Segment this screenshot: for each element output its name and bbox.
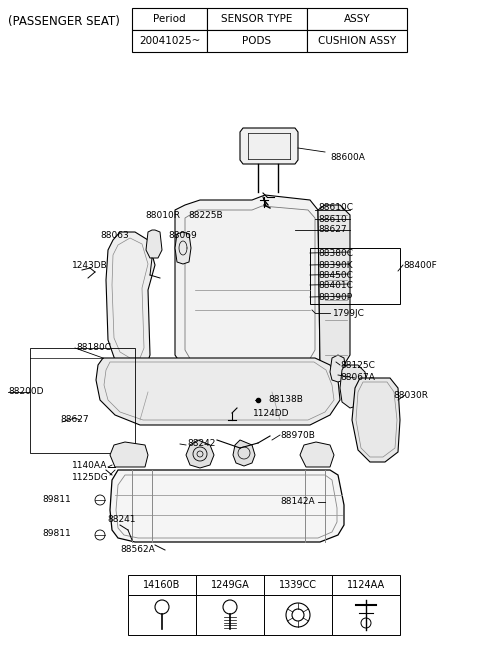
Text: 1124DD: 1124DD [253,409,289,417]
Text: 88400F: 88400F [403,260,437,270]
Text: 88970B: 88970B [280,430,315,440]
Bar [30,348,135,453]
Text: 1140AA: 1140AA [72,462,108,470]
Bar [264,595,332,635]
Text: ASSY: ASSY [344,14,370,24]
Text: 1125DG: 1125DG [72,474,109,483]
Text: 88142A: 88142A [280,497,314,506]
Polygon shape [330,355,346,382]
Polygon shape [240,128,298,164]
Text: 88138B: 88138B [268,396,303,405]
Text: 14160B: 14160B [144,580,180,590]
Text: 88450C: 88450C [318,270,353,279]
Text: 1243DB: 1243DB [72,260,108,270]
Text: 1799JC: 1799JC [333,308,365,318]
Text: 88627: 88627 [318,226,347,234]
Bar [264,575,332,595]
Polygon shape [233,440,255,466]
Bar [196,595,264,635]
Text: 89811: 89811 [42,495,71,504]
Bar [332,595,400,635]
Text: 88069: 88069 [168,232,197,241]
Text: 88380C: 88380C [318,249,353,258]
Text: 88600A: 88600A [330,154,365,163]
Bar [132,8,207,30]
Text: (PASSENGER SEAT): (PASSENGER SEAT) [8,15,120,28]
Text: Period: Period [153,14,186,24]
Text: 89811: 89811 [42,529,71,539]
Text: 88225B: 88225B [188,211,223,220]
Text: 88242: 88242 [187,440,216,449]
Text: 1124AA: 1124AA [347,580,385,590]
Bar [132,30,207,52]
Text: 88125C: 88125C [340,361,375,369]
Bar [128,575,196,595]
Polygon shape [340,365,368,408]
Text: 88401C: 88401C [318,281,353,289]
Polygon shape [175,232,191,264]
Text: 88390P: 88390P [318,293,352,302]
Text: 88067A: 88067A [340,373,375,382]
Bar [207,8,307,30]
Polygon shape [106,232,155,370]
Polygon shape [96,358,340,425]
Text: 88390K: 88390K [318,260,353,270]
Bar [207,30,307,52]
Text: PODS: PODS [242,36,272,46]
Text: 20041025~: 20041025~ [139,36,200,46]
Polygon shape [110,442,148,467]
Text: 88030R: 88030R [393,390,428,400]
Text: 88610: 88610 [318,215,347,224]
Polygon shape [318,205,350,370]
Text: 88063: 88063 [100,232,129,241]
Text: 88627: 88627 [60,415,89,424]
Text: 88010R: 88010R [145,211,180,220]
Text: CUSHION ASSY: CUSHION ASSY [318,36,396,46]
Text: 88200D: 88200D [8,388,44,396]
Polygon shape [146,230,162,258]
Text: 1339CC: 1339CC [279,580,317,590]
Polygon shape [300,442,334,467]
Bar [128,595,196,635]
Bar [196,575,264,595]
Text: 88241: 88241 [107,516,135,525]
Text: 88180C: 88180C [76,344,111,352]
Text: 88610C: 88610C [318,203,353,213]
Polygon shape [186,440,214,468]
Text: 1249GA: 1249GA [211,580,250,590]
Bar [307,30,407,52]
Text: SENSOR TYPE: SENSOR TYPE [221,14,293,24]
Bar [310,248,400,304]
Bar [307,8,407,30]
Polygon shape [175,195,320,375]
Polygon shape [110,470,344,542]
Polygon shape [352,378,400,462]
Text: 88562A: 88562A [120,544,155,554]
Bar [332,575,400,595]
